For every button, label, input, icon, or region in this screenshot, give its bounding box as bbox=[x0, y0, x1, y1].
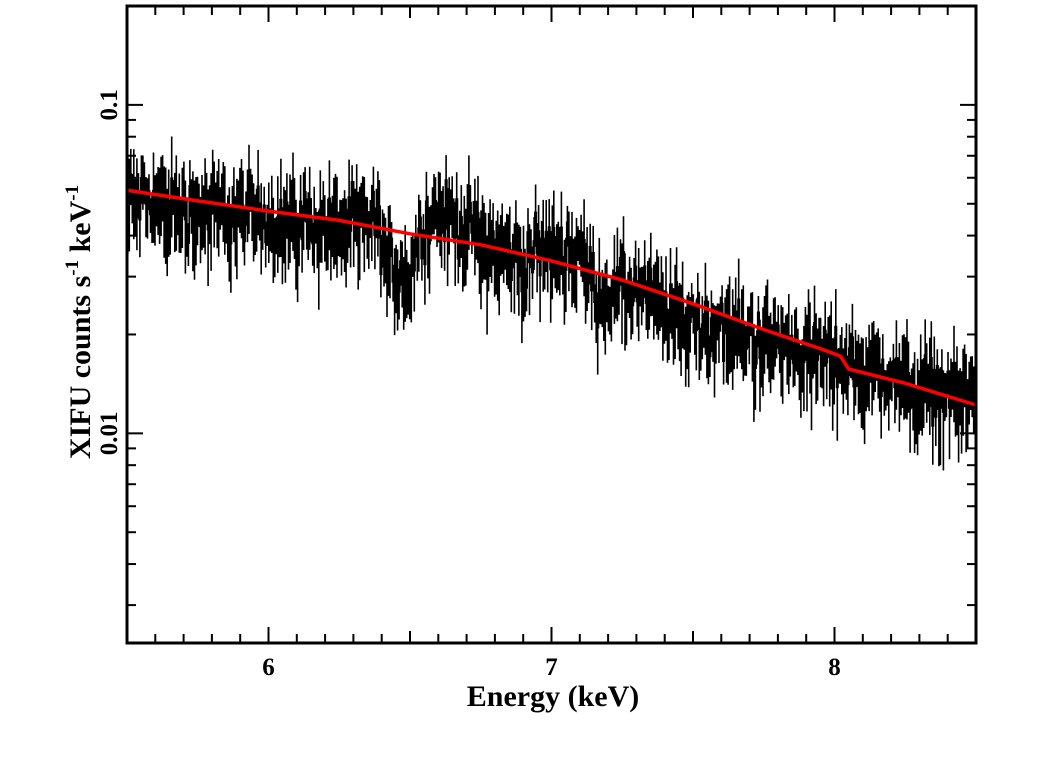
data-series bbox=[127, 136, 976, 471]
y-tick-labels: 0.01 0.1 bbox=[96, 89, 123, 455]
x-tick-label: 6 bbox=[262, 654, 275, 681]
y-axis-title-exp2: -1 bbox=[62, 185, 83, 201]
data-step-line bbox=[127, 173, 976, 427]
x-tick-labels: 6 7 8 bbox=[262, 654, 841, 681]
model-series bbox=[126, 188, 977, 407]
x-tick-label: 8 bbox=[828, 654, 841, 681]
y-axis-title-exp1: -1 bbox=[62, 260, 83, 276]
y-tick-label: 0.01 bbox=[96, 411, 123, 455]
y-axis-title-part2: keV bbox=[64, 200, 97, 260]
model-line bbox=[126, 188, 977, 407]
x-axis-title: Energy (keV) bbox=[467, 680, 639, 713]
x-tick-label: 7 bbox=[545, 654, 558, 681]
plot-frame bbox=[125, 4, 978, 645]
y-axis-title-part1: XIFU counts s bbox=[64, 276, 97, 459]
data-error-bars bbox=[127, 136, 976, 471]
y-tick-label: 0.1 bbox=[96, 89, 123, 120]
y-axis-title: XIFU counts s-1 keV-1 bbox=[62, 185, 97, 459]
